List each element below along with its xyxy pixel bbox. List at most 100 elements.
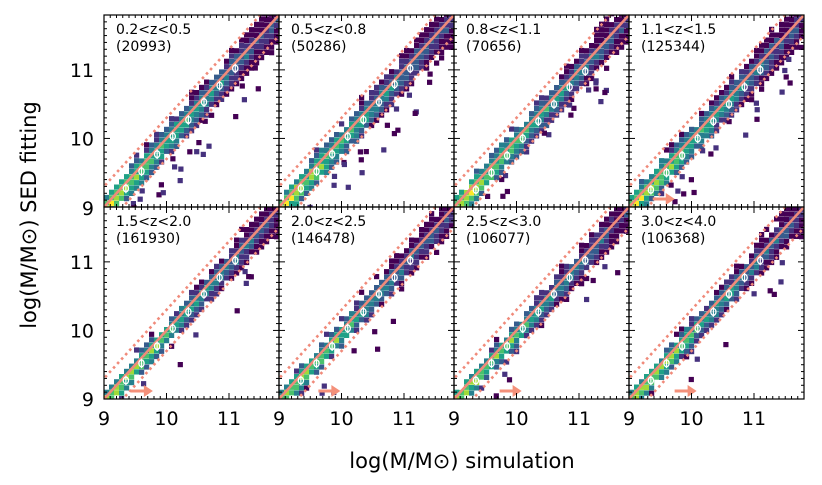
outlier-cell (130, 201, 136, 207)
histogram-cell (609, 15, 615, 17)
histogram-cell (499, 147, 505, 154)
histogram-cell (794, 15, 800, 17)
x-tick-label: 9 (623, 408, 635, 430)
outlier-cell (357, 149, 363, 155)
outlier-cell (327, 399, 332, 404)
histogram-cell (169, 121, 175, 127)
histogram-cell (789, 22, 795, 28)
histogram-cell (544, 290, 550, 296)
outlier-cell (345, 184, 351, 190)
histogram-cell (419, 43, 425, 49)
histogram-cell (709, 127, 715, 134)
histogram-cell (109, 401, 114, 406)
histogram-cell (424, 32, 430, 38)
histogram-cell (604, 21, 610, 27)
histogram-cell (244, 54, 250, 60)
histogram-cell (384, 90, 390, 96)
median-point (678, 342, 686, 351)
histogram-cell (484, 180, 490, 186)
panel-6: 9 10 112.0<z<2.5(146478) (273, 206, 455, 430)
histogram-cell (594, 32, 600, 38)
histogram-cell (699, 132, 705, 138)
histogram-cell (424, 38, 430, 44)
histogram-cell (729, 296, 735, 302)
histogram-cell (124, 185, 130, 191)
median-point (344, 324, 351, 333)
histogram-cell (364, 311, 370, 318)
histogram-cell (684, 148, 690, 154)
histogram-cell (744, 269, 750, 275)
x-tick-label: 9 (273, 408, 285, 430)
histogram-cell (234, 53, 240, 59)
outlier-cell (586, 87, 592, 93)
histogram-cell (529, 322, 535, 328)
histogram-cell (249, 27, 255, 33)
histogram-cell (774, 227, 780, 233)
histogram-cell (569, 280, 575, 286)
median-point (185, 115, 192, 124)
histogram-cell (174, 132, 180, 138)
outlier-cell (783, 74, 789, 80)
outlier-cell (571, 105, 577, 111)
histogram-cell (374, 301, 380, 307)
histogram-cell (649, 196, 655, 202)
histogram-cell (209, 96, 215, 102)
histogram-cell (799, 223, 804, 229)
outlier-cell (753, 100, 759, 106)
histogram-cell (654, 363, 660, 369)
histogram-cell (539, 106, 545, 112)
histogram-cell (619, 33, 625, 39)
histogram-cell (354, 300, 360, 306)
histogram-cell (319, 358, 325, 365)
histogram-cell (189, 289, 195, 296)
histogram-cell (744, 96, 750, 102)
histogram-cell (344, 143, 350, 149)
histogram-cell (414, 43, 420, 49)
histogram-cell (529, 133, 535, 139)
histogram-cell (784, 44, 790, 50)
histogram-cell (269, 50, 275, 56)
lower-offset-line (470, 33, 629, 207)
histogram-cell (209, 112, 215, 118)
histogram-cell (334, 343, 340, 349)
histogram-cell (274, 17, 279, 23)
histogram-cell (789, 16, 795, 23)
histogram-cell (724, 90, 730, 96)
histogram-cell (329, 353, 335, 360)
panel-8: 9 10 113.0<z<4.0(106368) (623, 206, 805, 430)
histogram-cell (614, 228, 620, 234)
outlier-cell (485, 193, 491, 199)
histogram-cell (409, 243, 415, 249)
histogram-cell (469, 374, 475, 380)
histogram-cell (564, 280, 570, 286)
histogram-cell (644, 195, 650, 201)
histogram-cell (224, 64, 230, 70)
histogram-cell (704, 305, 710, 312)
histogram-cell (444, 44, 450, 50)
histogram-cell (734, 90, 740, 96)
histogram-cell (574, 269, 580, 276)
histogram-cell (404, 80, 410, 87)
histogram-cell (104, 194, 110, 201)
histogram-cell (509, 137, 515, 143)
histogram-cell (769, 37, 775, 43)
histogram-cell (654, 190, 660, 196)
histogram-cell (664, 147, 670, 153)
histogram-cell (684, 137, 690, 143)
histogram-cell (439, 211, 445, 217)
outlier-cell (241, 97, 247, 103)
histogram-cell (659, 158, 665, 164)
histogram-cell (449, 0, 454, 1)
outlier-cell (782, 67, 788, 74)
histogram-cell (514, 126, 520, 132)
histogram-cell (794, 17, 800, 23)
histogram-cell (149, 353, 155, 359)
histogram-cell (609, 227, 615, 233)
median-point (138, 359, 145, 368)
histogram-cell (779, 222, 785, 228)
histogram-cell (209, 90, 215, 96)
histogram-cell (679, 142, 685, 148)
histogram-cell (434, 16, 440, 22)
histogram-cell (349, 127, 355, 133)
histogram-cell (544, 312, 550, 318)
